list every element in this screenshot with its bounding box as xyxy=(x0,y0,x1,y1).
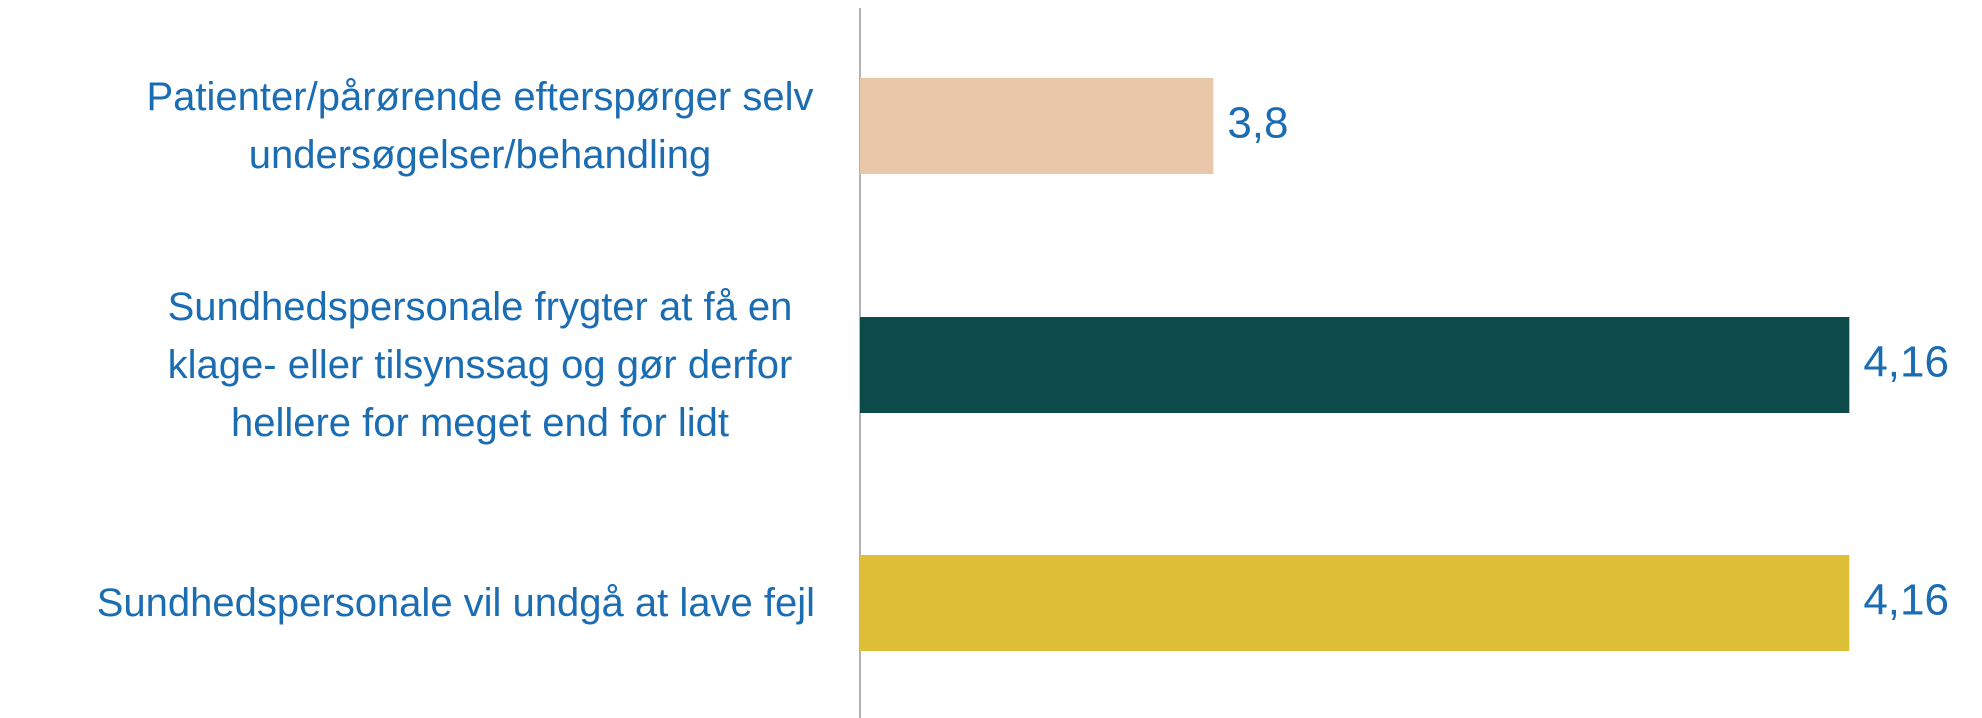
category-label: Sundhedspersonale frygter at få en klage… xyxy=(167,285,793,445)
category-label: Patienter/pårørende efterspørger selv un… xyxy=(146,75,814,177)
bar xyxy=(860,555,1850,651)
bar xyxy=(860,78,1214,174)
category-label: Sundhedspersonale vil undgå at lave fejl xyxy=(96,581,815,625)
bar xyxy=(860,317,1850,413)
value-label: 4,16 xyxy=(1863,576,1949,625)
value-label: 4,16 xyxy=(1863,338,1949,387)
value-label: 3,8 xyxy=(1227,99,1288,148)
